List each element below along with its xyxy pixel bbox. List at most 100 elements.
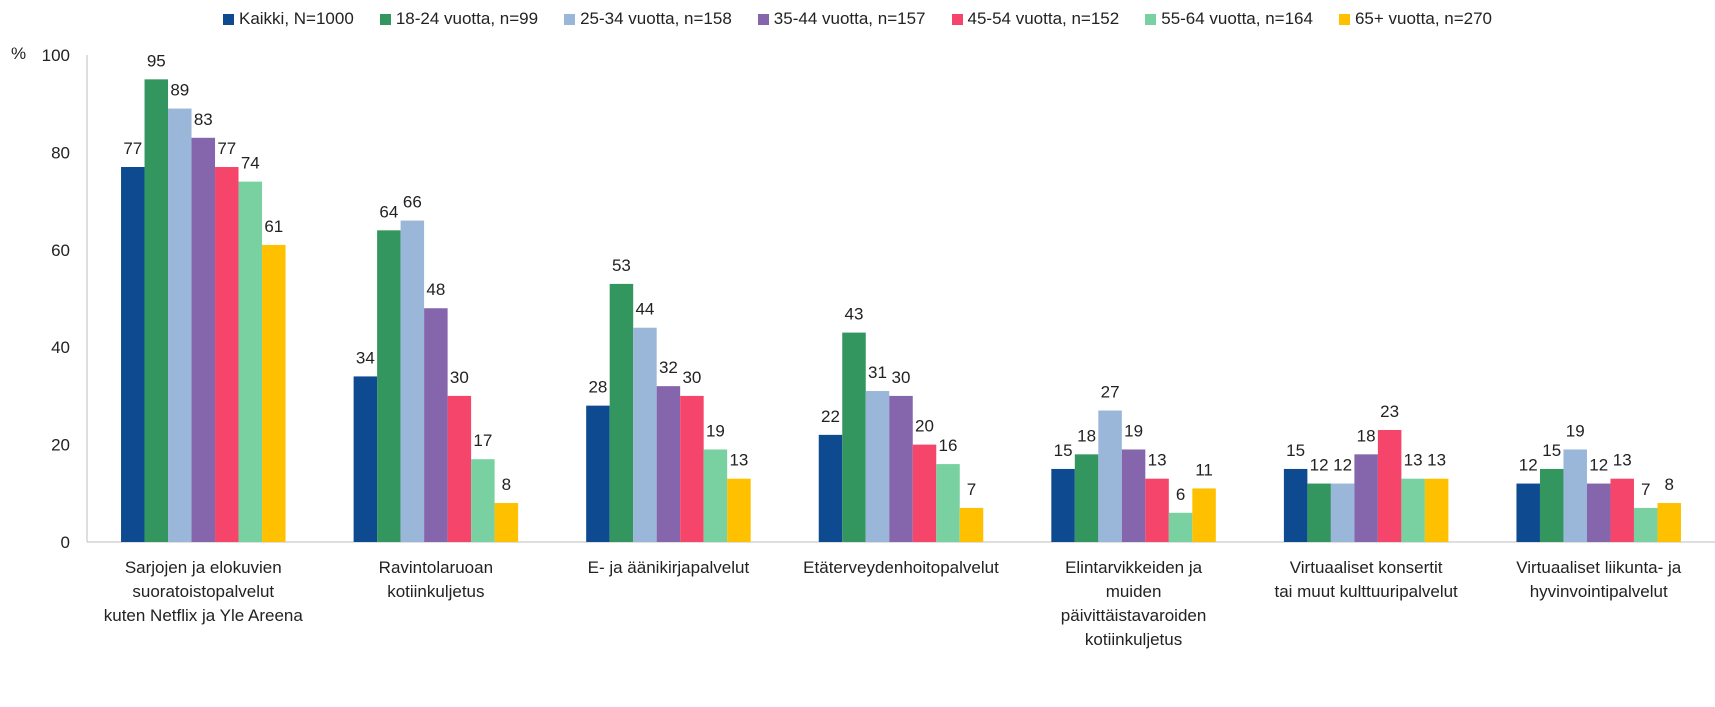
bar [1051, 468, 1075, 542]
bar [191, 137, 216, 543]
bar-value-label: 19 [1566, 421, 1585, 440]
x-tick-label: hyvinvointipalvelut [1530, 582, 1668, 601]
x-tick-label: kotiinkuljetus [387, 582, 484, 601]
bar [144, 79, 169, 542]
bar-value-label: 77 [217, 139, 236, 158]
y-tick-label: 100 [42, 46, 70, 65]
bar [1192, 488, 1216, 542]
bar-value-label: 6 [1176, 485, 1185, 504]
y-tick-label: 20 [51, 436, 70, 455]
bar-value-label: 64 [379, 202, 398, 221]
bar-value-label: 12 [1589, 456, 1608, 475]
bar-value-label: 8 [1664, 475, 1673, 494]
bar-value-label: 12 [1519, 456, 1538, 475]
bar-value-label: 27 [1101, 383, 1120, 402]
bar [447, 395, 472, 542]
bar [1633, 507, 1658, 542]
bar-value-label: 31 [868, 363, 887, 382]
x-tick-label: Virtuaaliset liikunta- ja [1516, 558, 1682, 577]
x-tick-label: kuten Netflix ja Yle Areena [104, 606, 304, 625]
bar [121, 167, 145, 542]
chart-legend: Kaikki, N=1000 18-24 vuotta, n=99 25-34 vu… [0, 6, 1715, 32]
x-tick-label: Ravintolaruoan [379, 558, 493, 577]
bar [609, 283, 634, 542]
bar-value-label: 95 [147, 51, 166, 70]
bar [262, 244, 286, 542]
bar [424, 308, 448, 542]
legend-swatch [1338, 13, 1350, 25]
legend-swatch [1145, 13, 1157, 25]
bar-value-label: 30 [682, 368, 701, 387]
legend-item: 65+ vuotta, n=270 [1338, 9, 1492, 29]
bar-value-label: 15 [1054, 441, 1073, 460]
bar [353, 376, 378, 542]
bar-value-label: 77 [123, 139, 142, 158]
bar [1610, 478, 1634, 542]
x-tick-label: E- ja äänikirjapalvelut [588, 558, 750, 577]
bar [1516, 483, 1540, 542]
bar [1354, 454, 1378, 542]
bar [912, 444, 937, 542]
bar [1121, 449, 1146, 542]
bar [1586, 483, 1611, 542]
legend-item: 45-54 vuotta, n=152 [951, 9, 1120, 29]
bar-value-label: 11 [1195, 460, 1213, 479]
bar [1539, 468, 1564, 542]
legend-label: 25-34 vuotta, n=158 [580, 9, 732, 28]
bar [727, 478, 751, 542]
bar [586, 405, 610, 542]
bar-value-label: 66 [403, 193, 422, 212]
bar-value-label: 74 [241, 154, 260, 173]
bar [1563, 449, 1587, 542]
bar [471, 459, 495, 542]
bar [1074, 454, 1099, 542]
bar-value-label: 19 [1124, 421, 1143, 440]
legend-label: 45-54 vuotta, n=152 [967, 9, 1120, 28]
bar [1377, 429, 1402, 542]
legend-item: 25-34 vuotta, n=158 [564, 9, 732, 29]
bar-value-label: 8 [502, 475, 511, 494]
bar [1424, 478, 1449, 542]
bar [959, 507, 984, 542]
legend-swatch [757, 13, 769, 25]
bar-value-label: 15 [1542, 441, 1561, 460]
bar-value-label: 17 [473, 431, 492, 450]
x-tick-label: Virtuaaliset konsertit [1290, 558, 1443, 577]
bar [1307, 483, 1331, 542]
legend-label: 18-24 vuotta, n=99 [395, 9, 539, 28]
bar-value-label: 12 [1333, 456, 1352, 475]
legend-item: Kaikki, N=1000 [222, 9, 354, 29]
bar-value-label: 48 [426, 280, 445, 299]
bar-value-label: 44 [635, 300, 654, 319]
bar-value-label: 7 [1641, 480, 1650, 499]
bar-value-label: 13 [1148, 451, 1167, 470]
x-tick-label: suoratoistopalvelut [132, 582, 274, 601]
bar-value-label: 23 [1380, 402, 1399, 421]
y-tick-label: 0 [61, 533, 70, 552]
bar-value-label: 18 [1357, 426, 1376, 445]
bar [842, 332, 866, 542]
bar [680, 395, 704, 542]
y-axis-unit-label: % [11, 44, 26, 63]
bar [703, 449, 728, 542]
bar [633, 327, 657, 542]
legend-swatch [564, 13, 576, 25]
bar [494, 503, 519, 542]
x-tick-label: kotiinkuljetus [1085, 630, 1182, 649]
bar-value-label: 43 [845, 305, 864, 324]
bar [1401, 478, 1425, 542]
bar-value-label: 16 [939, 436, 958, 455]
bar [400, 220, 425, 542]
bar [889, 395, 913, 542]
bar-value-label: 34 [356, 348, 375, 367]
y-tick-label: 80 [51, 143, 70, 162]
legend-item: 18-24 vuotta, n=99 [379, 9, 539, 29]
bar [168, 108, 192, 542]
bar [238, 181, 263, 542]
bar-value-label: 15 [1286, 441, 1305, 460]
x-tick-label: päivittäistavaroiden [1061, 606, 1207, 625]
bar-value-label: 32 [659, 358, 678, 377]
x-tick-label: Elintarvikkeiden ja [1065, 558, 1203, 577]
legend-item: 35-44 vuotta, n=157 [757, 9, 926, 29]
